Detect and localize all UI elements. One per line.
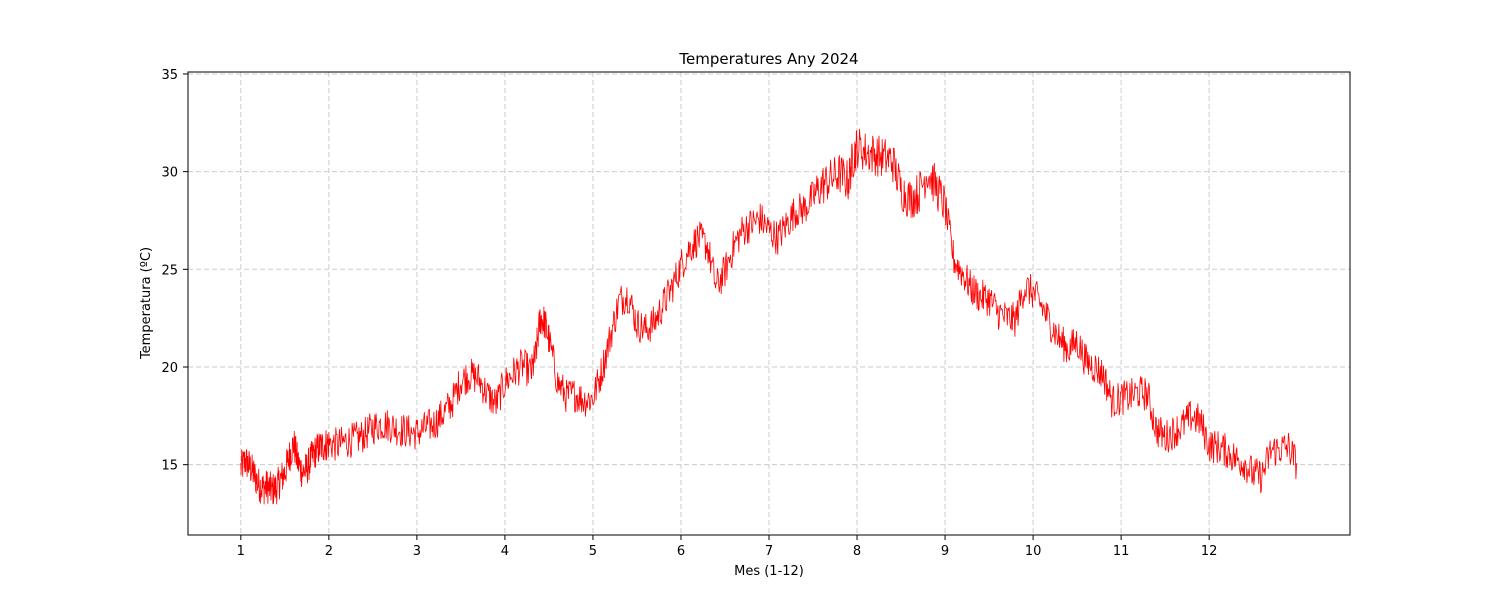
x-axis-label: Mes (1-12): [734, 564, 804, 579]
x-tick-label: 6: [677, 544, 685, 559]
x-tick-label: 10: [1025, 544, 1042, 559]
x-tick-label: 4: [501, 544, 509, 559]
temperature-series-line: [240, 128, 1298, 505]
x-tick-label: 9: [941, 544, 949, 559]
y-axis-label: Temperatura (ºC): [139, 247, 154, 360]
y-tick-label: 15: [161, 459, 178, 474]
x-axis: 1 2 3 4 5 6 7 8 9 10 11 12: [237, 535, 1218, 559]
chart-title: Temperatures Any 2024: [678, 50, 858, 68]
x-tick-label: 12: [1201, 544, 1218, 559]
x-tick-label: 8: [853, 544, 861, 559]
x-tick-label: 7: [765, 544, 773, 559]
y-axis: 15 20 25 30 35: [161, 68, 188, 474]
x-tick-label: 3: [413, 544, 421, 559]
grid: [188, 72, 1350, 535]
series-layer: [240, 128, 1298, 505]
y-tick-label: 20: [161, 361, 178, 376]
x-tick-label: 11: [1113, 544, 1130, 559]
y-tick-label: 30: [161, 166, 178, 181]
x-tick-label: 1: [237, 544, 245, 559]
x-tick-label: 2: [325, 544, 333, 559]
y-tick-label: 25: [161, 263, 178, 278]
y-tick-label: 35: [161, 68, 178, 83]
x-tick-label: 5: [589, 544, 597, 559]
